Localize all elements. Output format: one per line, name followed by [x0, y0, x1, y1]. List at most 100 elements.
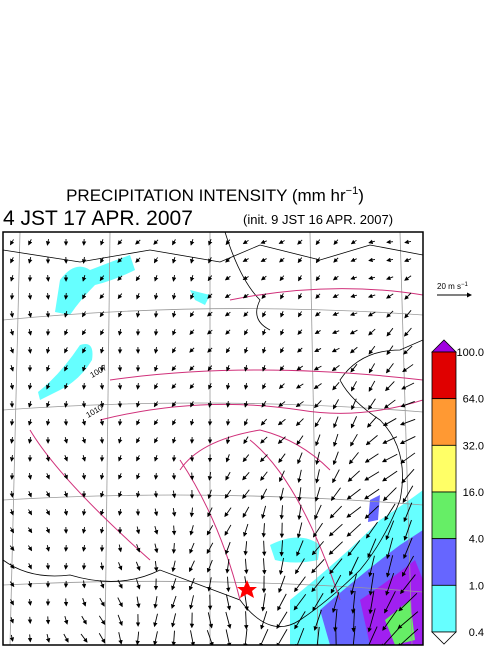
wind-arrow [153, 526, 159, 535]
wind-arrow [276, 628, 288, 645]
wind-arrow [279, 540, 284, 557]
wind-arrow [100, 257, 105, 264]
wind-arrow [153, 257, 159, 264]
wind-arrow [154, 543, 159, 554]
wind-arrow [100, 329, 105, 336]
title-superscript: −1 [346, 185, 359, 197]
wind-arrow [350, 416, 357, 429]
wind-arrow [294, 576, 306, 593]
wind-arrow [45, 509, 50, 516]
wind-arrow [295, 558, 305, 575]
colorbar-label: 100.0 [456, 347, 484, 359]
wind-arrow [329, 505, 343, 519]
wind-arrow [386, 363, 394, 374]
wind-arrow [315, 293, 321, 299]
wind-arrow [350, 275, 357, 280]
wind-arrow [9, 328, 14, 336]
wind-arrow [9, 527, 15, 534]
wind-arrow [189, 418, 195, 426]
wind-arrow [100, 239, 105, 246]
wind-arrow [314, 504, 322, 520]
wind-arrow [260, 488, 268, 501]
wind-arrow [99, 597, 105, 607]
wind-arrow [9, 310, 15, 318]
wind-arrow [27, 256, 33, 264]
map-frame [2, 231, 424, 646]
wind-arrow [386, 345, 394, 356]
wind-arrow [315, 451, 320, 465]
wind-arrow [280, 293, 285, 300]
wind-arrow [350, 257, 357, 262]
wind-arrow [81, 472, 87, 480]
wind-arrow [401, 382, 415, 390]
wind-arrow [385, 555, 394, 578]
wind-arrow [368, 555, 375, 578]
wind-arrow [99, 382, 105, 390]
wind-arrow [189, 595, 194, 610]
wind-arrow [279, 275, 285, 282]
colorbar-band [431, 538, 457, 586]
wind-arrow [27, 491, 32, 498]
wind-arrow [117, 544, 123, 553]
wind-arrow [315, 469, 320, 484]
wind-arrow [296, 540, 304, 557]
wind-arrow [260, 257, 267, 262]
wind-arrow [117, 328, 123, 336]
wind-arrow [27, 580, 32, 588]
colorbar-band [431, 584, 457, 633]
wind-arrow [9, 634, 15, 642]
wind-arrow [207, 489, 212, 500]
wind-scale-text: 20 m s [437, 282, 461, 291]
wind-arrow [403, 327, 412, 337]
wind-arrow [297, 347, 303, 353]
wind-arrow [224, 275, 231, 281]
wind-arrow [225, 436, 231, 445]
wind-arrow [9, 418, 15, 426]
wind-arrow [206, 542, 214, 554]
colorbar-label: 16.0 [463, 487, 484, 499]
wind-arrow [153, 346, 159, 354]
wind-arrow [136, 293, 141, 300]
wind-arrow [153, 401, 159, 408]
wind-arrow [118, 455, 123, 462]
wind-arrow [399, 418, 416, 426]
wind-arrow [351, 398, 357, 411]
wind-arrow [9, 365, 14, 372]
wind-arrow [224, 489, 232, 499]
wind-arrow [243, 418, 249, 427]
wind-arrow [311, 576, 325, 593]
wind-arrow [242, 293, 249, 299]
wind-arrow [171, 630, 176, 645]
wind-arrow [224, 311, 231, 317]
wind-arrow [351, 381, 357, 392]
colorbar-label: 64.0 [463, 394, 484, 406]
colorbar-label: 4.0 [469, 534, 484, 546]
wind-arrow [315, 239, 321, 246]
wind-arrow [261, 540, 267, 557]
wind-arrow [45, 473, 50, 480]
wind-arrow [332, 451, 339, 466]
wind-arrow [81, 311, 87, 318]
wind-arrow [315, 434, 321, 447]
wind-arrow [64, 383, 69, 390]
wind-arrow [243, 364, 249, 372]
isobar-label: 1007 [89, 363, 109, 380]
wind-arrow [189, 542, 195, 554]
wind-arrow [188, 577, 195, 591]
wind-arrow [45, 562, 51, 570]
colorbar-band [431, 491, 457, 540]
wind-arrow [277, 593, 287, 611]
wind-arrow [189, 347, 195, 353]
wind-arrow [386, 257, 394, 263]
wind-arrow [368, 573, 375, 596]
wind-arrow [64, 329, 69, 336]
wind-arrow [242, 239, 249, 245]
wind-arrow [297, 257, 303, 264]
wind-arrow [9, 490, 15, 498]
wind-arrow [136, 579, 141, 590]
wind-arrow [189, 311, 195, 318]
wind-arrow [27, 346, 33, 354]
wind-arrow [314, 417, 322, 428]
title-text: PRECIPITATION INTENSITY (mm hr [66, 186, 346, 205]
